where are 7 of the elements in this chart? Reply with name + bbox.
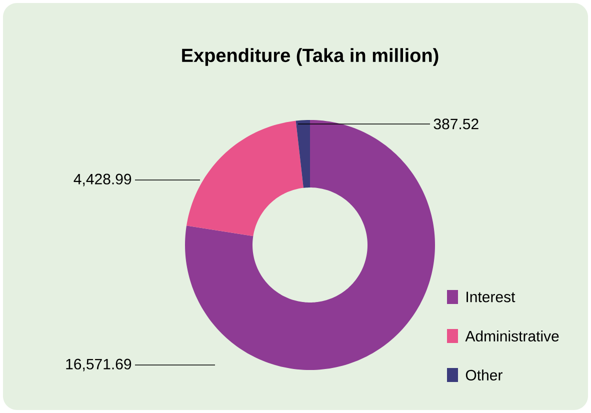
legend-label: Administrative (465, 330, 559, 342)
data-label: 4,428.99 (74, 174, 132, 186)
legend-label: Other (466, 369, 502, 380)
data-label: 16,571.69 (66, 358, 132, 372)
data-label: 387.52 (434, 118, 478, 130)
legend-label: Interest (466, 292, 516, 302)
chart-title: Expenditure (Taka in million) (182, 48, 438, 66)
